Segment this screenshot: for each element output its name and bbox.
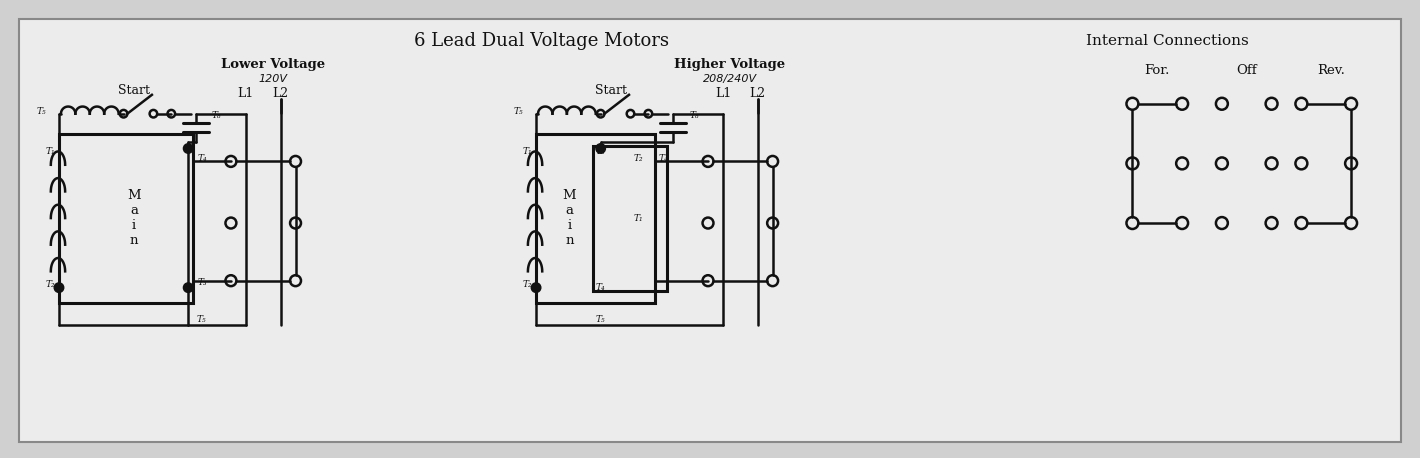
Bar	[60, 134, 193, 303]
Circle shape	[596, 144, 605, 153]
Text: T₈: T₈	[212, 111, 222, 120]
Text: T₅: T₅	[196, 315, 206, 324]
Text: 208/240V: 208/240V	[703, 74, 757, 84]
Text: T₂: T₂	[45, 280, 55, 289]
Text: M
a
i
n: M a i n	[128, 189, 141, 247]
Text: Off: Off	[1237, 65, 1257, 77]
Text: T₃: T₃	[197, 278, 207, 287]
Text: T₈: T₈	[689, 111, 699, 120]
Text: Internal Connections: Internal Connections	[1086, 34, 1248, 48]
Bar	[537, 134, 656, 303]
Text: T₂: T₂	[523, 280, 532, 289]
Text: L1: L1	[714, 87, 731, 100]
Text: Rev.: Rev.	[1318, 65, 1345, 77]
Bar	[594, 146, 667, 291]
Text: T₁: T₁	[633, 213, 643, 223]
Text: Start: Start	[595, 84, 626, 98]
Circle shape	[531, 283, 541, 292]
Text: T₅: T₅	[596, 315, 605, 324]
Text: T₁: T₁	[45, 147, 55, 156]
Text: L1: L1	[237, 87, 254, 100]
Text: 6 Lead Dual Voltage Motors: 6 Lead Dual Voltage Motors	[413, 32, 669, 50]
Text: T₅: T₅	[514, 107, 523, 116]
Text: T₄: T₄	[596, 283, 605, 292]
Text: For.: For.	[1145, 65, 1170, 77]
Text: T₄: T₄	[659, 154, 667, 163]
Text: Higher Voltage: Higher Voltage	[674, 58, 785, 71]
Circle shape	[183, 144, 193, 153]
FancyBboxPatch shape	[20, 19, 1400, 442]
Text: L2: L2	[273, 87, 288, 100]
Circle shape	[54, 283, 64, 292]
Text: T₄: T₄	[197, 154, 207, 163]
Text: T₁: T₁	[523, 147, 532, 156]
Text: L2: L2	[750, 87, 765, 100]
Circle shape	[183, 283, 193, 292]
Text: T₂: T₂	[633, 154, 643, 163]
Text: 120V: 120V	[258, 74, 287, 84]
Text: M
a
i
n: M a i n	[562, 189, 577, 247]
Text: Lower Voltage: Lower Voltage	[220, 58, 325, 71]
Text: T₅: T₅	[37, 107, 45, 116]
Text: T₃: T₃	[596, 147, 605, 156]
Text: Start: Start	[118, 84, 149, 98]
